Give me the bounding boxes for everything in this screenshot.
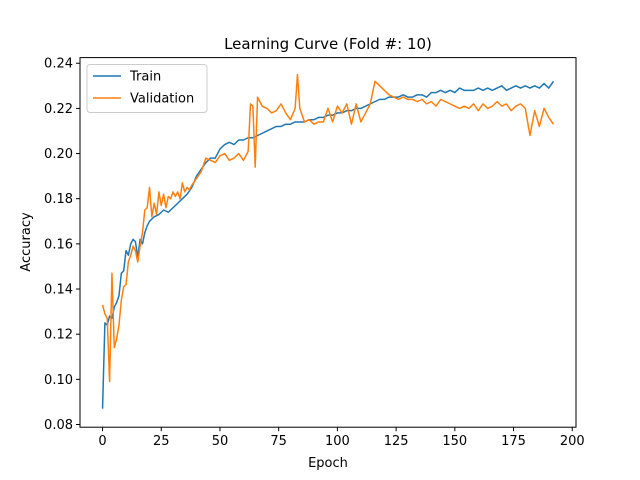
x-tick-label: 25 (153, 434, 170, 449)
plot-frame (79, 57, 577, 428)
y-tick-label: 0.18 (44, 192, 73, 207)
y-tick-label: 0.22 (44, 102, 73, 117)
legend-label-train: Train (129, 70, 161, 85)
x-tick-label: 50 (212, 434, 229, 449)
x-tick-label: 150 (442, 434, 467, 449)
x-tick-label: 125 (384, 434, 409, 449)
y-tick-label: 0.12 (44, 328, 73, 343)
chart-title: Learning Curve (Fold #: 10) (224, 35, 432, 53)
legend-label-validation: Validation (130, 92, 194, 107)
x-tick-label: 75 (270, 434, 287, 449)
y-tick-label: 0.20 (44, 147, 73, 162)
x-axis-title: Epoch (308, 456, 348, 471)
y-tick-label: 0.16 (44, 237, 73, 252)
y-tick-label: 0.24 (44, 57, 73, 72)
y-tick-label: 0.14 (44, 283, 73, 298)
x-axis: 0 25 50 75 100 125 150 175 200 (98, 427, 585, 449)
y-tick-label: 0.08 (44, 418, 73, 433)
x-tick-label: 200 (560, 434, 585, 449)
x-tick-label: 100 (325, 434, 350, 449)
series-layer (101, 73, 555, 409)
y-axis-title: Accuracy (19, 212, 34, 272)
x-tick-label: 0 (98, 434, 106, 449)
legend: Train Validation (86, 64, 208, 113)
y-tick-label: 0.10 (44, 373, 73, 388)
y-axis: 0.08 0.10 0.12 0.14 0.16 0.18 0.20 0.22 0.24 (44, 57, 80, 433)
series-line-validation (101, 73, 555, 383)
x-tick-label: 175 (501, 434, 526, 449)
